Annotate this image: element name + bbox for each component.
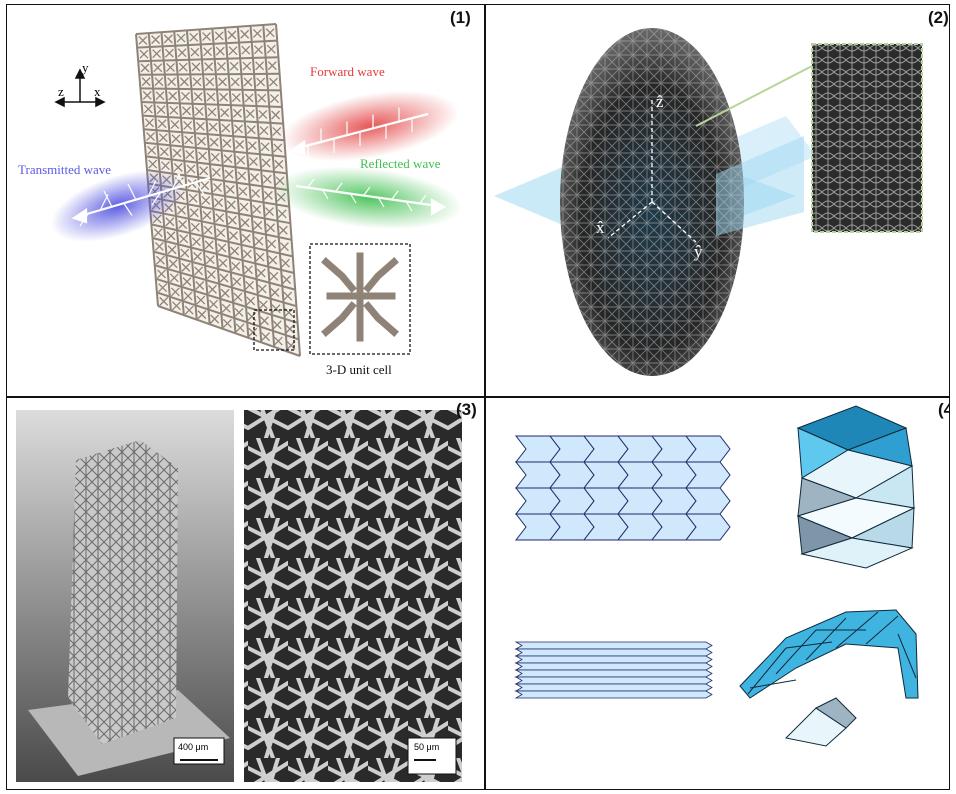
panel-1-label: (1) bbox=[450, 8, 471, 27]
origami-pattern-flat bbox=[514, 641, 713, 699]
forward-wave-glow bbox=[281, 90, 459, 162]
unit-cell-selector bbox=[253, 309, 295, 351]
axis-y-hat: ŷ bbox=[694, 242, 703, 261]
axis-x-label: x bbox=[94, 84, 101, 99]
sem-image-right bbox=[244, 410, 462, 782]
forward-wave-label: Forward wave bbox=[310, 64, 385, 79]
inset-pointer bbox=[695, 65, 813, 127]
scale-label-left: 400 μm bbox=[178, 742, 209, 752]
scale-bar-right-box bbox=[407, 737, 457, 775]
scale-label-right: 50 μm bbox=[414, 742, 440, 752]
reflected-wave-glow bbox=[273, 166, 463, 230]
wave-polarization-ticks bbox=[79, 107, 427, 227]
panel-2-label: (2) bbox=[928, 8, 949, 27]
wave-arrows bbox=[71, 112, 447, 224]
unit-cell-shape bbox=[321, 252, 399, 342]
axis-y-label: y bbox=[82, 60, 89, 75]
panel-1: (1) y z x Forward wave Transmitted wave … bbox=[8, 6, 483, 395]
unit-cell-caption: 3-D unit cell bbox=[326, 362, 392, 377]
axis-z-label: z bbox=[58, 84, 64, 99]
sem-lattice-tower bbox=[68, 440, 178, 744]
reflected-wave-label: Reflected wave bbox=[360, 156, 441, 171]
folded-tube bbox=[796, 405, 916, 569]
panel-2: (2) ẑ x̂ ŷ bbox=[486, 6, 950, 395]
transmitted-wave-label: Transmitted wave bbox=[18, 162, 112, 177]
axis-x-hat: x̂ bbox=[596, 218, 605, 237]
plane-right bbox=[716, 136, 804, 236]
panel-4-illustration bbox=[514, 405, 919, 747]
axes-dashed bbox=[607, 98, 697, 243]
folded-curved-sheet bbox=[739, 609, 919, 747]
axes-triad bbox=[54, 68, 106, 108]
panel-4-label: (4) bbox=[938, 400, 950, 419]
origami-pattern-unfolded bbox=[514, 435, 731, 541]
panel-3: (3) 400 μm 50 μm bbox=[8, 398, 483, 788]
panel-4: (4) bbox=[486, 398, 950, 788]
panel-3-label: (3) bbox=[456, 400, 477, 419]
panel-1-illustration bbox=[50, 23, 463, 357]
zoom-inset bbox=[811, 43, 923, 233]
axis-z-hat: ẑ bbox=[656, 92, 664, 111]
panel-2-illustration bbox=[494, 28, 923, 376]
horizontal-divider bbox=[6, 396, 950, 398]
panel-3-illustration bbox=[16, 410, 462, 782]
